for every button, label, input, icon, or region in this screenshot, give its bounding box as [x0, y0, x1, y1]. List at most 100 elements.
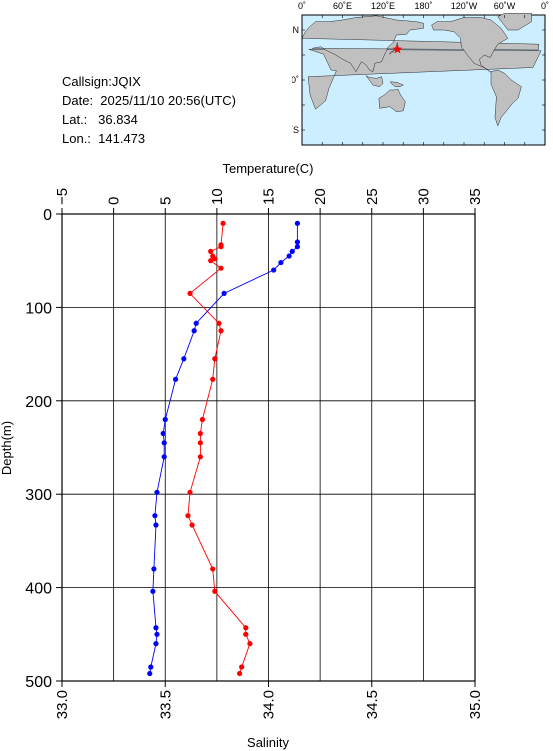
date-text: Date: 2025/11/10 20:56(UTC)	[62, 93, 236, 108]
temperature-data-point	[162, 416, 168, 423]
map-longitude-label: 0˚	[541, 1, 549, 11]
salinity-data-point	[218, 242, 224, 248]
map-longitude-label: 60˚E	[333, 1, 352, 11]
map-longitude-label: 60˚W	[494, 1, 516, 11]
salinity-data-point	[220, 220, 226, 226]
map-land	[301, 13, 542, 127]
continent-shape	[378, 88, 406, 112]
continent-shape	[497, 13, 532, 31]
salinity-data-point	[197, 430, 203, 437]
temperature-tick-label: −5	[54, 188, 71, 205]
salinity-data-point	[208, 258, 214, 264]
map-longitude-label: 0˚	[298, 1, 306, 11]
temperature-tick-label: 25	[364, 188, 381, 205]
depth-tick-label: 0	[43, 207, 52, 224]
salinity-tick-label: 34.0	[261, 690, 278, 719]
depth-tick-label: 200	[25, 394, 52, 411]
temperature-tick-label: 30	[415, 188, 432, 205]
temperature-data-point	[294, 239, 301, 245]
salinity-data-point	[197, 454, 203, 460]
chart-series	[147, 220, 301, 677]
salinity-data-point	[208, 248, 214, 254]
temperature-data-point	[150, 588, 156, 594]
temperature-data-point	[154, 631, 160, 637]
map-ticks	[301, 15, 546, 145]
continent-shape	[365, 75, 384, 87]
salinity-data-point	[187, 489, 193, 495]
station-info: Callsign:JQIX Date: 2025/11/10 20:56(UTC…	[62, 72, 236, 148]
temperature-tick-label: 35	[467, 188, 484, 205]
map-longitude-label: 180˚	[414, 1, 432, 11]
temperature-data-point	[153, 522, 159, 528]
temperature-data-point	[154, 489, 160, 495]
temperature-data-point	[286, 253, 292, 259]
salinity-data-point	[243, 625, 249, 631]
salinity-tick-label: 35.0	[467, 690, 484, 719]
chart-grid	[62, 214, 475, 681]
salinity-data-point	[218, 265, 224, 271]
salinity-data-point	[189, 522, 195, 528]
latitude-text: Lat.: 36.834	[62, 112, 138, 127]
salinity-data-point	[212, 588, 218, 594]
map-labels: 0˚ 60˚E 120˚E 180˚ 120˚W 60˚W 0˚ 60˚N 0˚ 60˚S	[292, 1, 549, 135]
plot-frame	[61, 213, 476, 682]
salinity-tick-label: 34.5	[364, 690, 381, 719]
continent-shape	[431, 17, 509, 74]
callsign-text: Callsign:JQIX	[62, 74, 141, 89]
temperature-data-point	[153, 641, 159, 647]
temperature-data-point	[294, 244, 301, 250]
temperature-data-point	[160, 430, 166, 437]
temperature-data-point	[153, 625, 159, 631]
map-longitude-label: 120˚W	[451, 1, 478, 11]
continent-shape	[490, 69, 522, 127]
temperature-tick-label: 10	[209, 188, 226, 205]
salinity-tick-label: 33.0	[54, 690, 71, 719]
salinity-data-point	[218, 244, 224, 250]
temperature-data-point	[161, 454, 167, 460]
salinity-data-point	[247, 641, 253, 647]
temperature-data-point	[181, 356, 187, 362]
depth-tick-label: 100	[25, 300, 52, 317]
salinity-data-point	[212, 256, 218, 262]
temperature-tick-label: 20	[312, 188, 329, 205]
temperature-profile-line	[149, 223, 298, 674]
temperature-data-point	[294, 220, 301, 226]
salinity-tick-label: 33.5	[157, 690, 174, 719]
longitude-text: Lon.: 141.473	[62, 131, 146, 146]
depth-tick-label: 400	[25, 581, 52, 598]
station-marker-icon	[392, 44, 403, 54]
temperature-tick-label: 15	[261, 188, 278, 205]
salinity-data-point	[210, 253, 216, 259]
salinity-data-point	[239, 664, 245, 670]
depth-tick-label: 500	[25, 674, 52, 691]
temperature-tick-label: 0	[106, 197, 123, 205]
map-latitude-label: 60˚N	[292, 25, 299, 35]
temperature-data-point	[148, 664, 154, 670]
depth-axis-label: Depth(m)	[0, 421, 14, 475]
temperature-data-point	[161, 440, 167, 446]
temperature-data-point	[221, 290, 227, 296]
continent-shape	[301, 15, 540, 73]
salinity-data-point	[197, 440, 203, 446]
salinity-data-point	[236, 670, 243, 677]
location-map: 0˚ 60˚E 120˚E 180˚ 120˚W 60˚W 0˚ 60˚N 0˚ 60˚S	[292, 1, 549, 146]
temperature-data-point	[193, 320, 199, 326]
temperature-data-point	[191, 328, 197, 334]
salinity-data-point	[216, 320, 222, 326]
temperature-data-point	[271, 267, 277, 273]
salinity-data-point	[218, 328, 224, 334]
map-longitude-label: 120˚E	[371, 1, 395, 11]
salinity-axis-label: Salinity	[247, 735, 289, 750]
temperature-data-point	[147, 670, 153, 677]
salinity-profile-line	[187, 223, 251, 674]
station-star-icon	[392, 44, 403, 54]
map-latitude-label: 0˚	[292, 75, 299, 85]
temperature-data-point	[152, 513, 158, 519]
salinity-data-point	[210, 566, 216, 572]
salinity-data-point	[243, 631, 249, 637]
temperature-axis-label: Temperature(C)	[222, 161, 313, 176]
temperature-tick-label: 5	[157, 197, 174, 205]
temperature-data-point	[151, 566, 157, 572]
temperature-data-point	[172, 376, 179, 382]
salinity-data-point	[212, 356, 218, 362]
